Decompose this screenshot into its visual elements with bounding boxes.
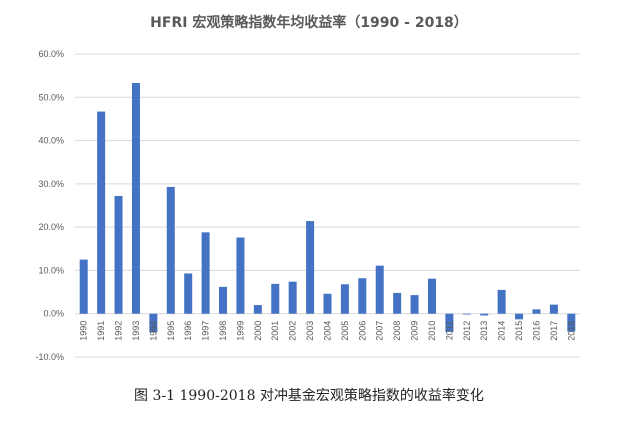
bar-1996 xyxy=(184,273,193,314)
bar-2001 xyxy=(271,283,280,314)
bar-2013 xyxy=(480,313,489,316)
x-tick-label: 2016 xyxy=(531,321,541,341)
bar-1990 xyxy=(79,259,88,314)
y-tick-label: 30.0% xyxy=(38,179,64,189)
bar-2011 xyxy=(445,313,454,332)
bar-1994 xyxy=(149,313,158,333)
x-tick-label: 2007 xyxy=(375,321,385,341)
bar-1997 xyxy=(201,232,210,314)
x-tick-label: 2009 xyxy=(410,321,420,341)
y-tick-label: 60.0% xyxy=(38,49,64,59)
bar-1992 xyxy=(114,195,123,314)
x-tick-label: 2008 xyxy=(392,321,402,341)
x-tick-label: 2006 xyxy=(357,321,367,341)
bar-1995 xyxy=(166,186,175,314)
x-tick-label: 1999 xyxy=(235,321,245,341)
bar-1998 xyxy=(219,286,228,314)
bar-2012 xyxy=(462,313,471,315)
x-tick-label: 2004 xyxy=(323,321,333,341)
bar-2016 xyxy=(532,309,541,314)
bar-2018 xyxy=(567,313,576,332)
bar-2007 xyxy=(375,265,384,314)
x-tick-label: 1990 xyxy=(79,321,89,341)
x-tick-label: 2012 xyxy=(462,321,472,341)
bars xyxy=(79,83,576,333)
x-tick-label: 2011 xyxy=(444,321,454,340)
x-tick-label: 2015 xyxy=(514,321,524,341)
x-tick-label: 2001 xyxy=(270,321,280,341)
bar-2015 xyxy=(515,313,524,320)
bar-2017 xyxy=(549,304,558,314)
bar-2004 xyxy=(323,293,332,314)
y-tick-label: -10.0% xyxy=(35,352,64,362)
bar-2005 xyxy=(340,284,349,314)
y-tick-label: 10.0% xyxy=(38,265,64,275)
x-tick-label: 2003 xyxy=(305,321,315,341)
bar-2003 xyxy=(306,221,315,314)
x-tick-label: 2000 xyxy=(253,321,263,341)
bar-1993 xyxy=(131,83,140,314)
x-tick-label: 2005 xyxy=(340,321,350,341)
x-tick-label: 1993 xyxy=(131,321,141,341)
x-tick-label: 1991 xyxy=(96,321,106,341)
bar-2006 xyxy=(358,278,367,314)
x-tick-label: 2002 xyxy=(288,321,298,341)
y-axis-ticks: -10.0% 0.0% 10.0% 20.0% 30.0% 40.0% 50.0% 60.0% xyxy=(35,49,64,362)
x-tick-label: 1995 xyxy=(166,321,176,341)
bar-1999 xyxy=(236,237,245,314)
y-tick-label: 0.0% xyxy=(43,309,64,319)
bar-2002 xyxy=(288,281,297,314)
y-tick-label: 40.0% xyxy=(38,136,64,146)
bar-2010 xyxy=(427,278,436,314)
x-axis-labels: 1990 1991 1992 1993 1994 1995 1996 1997 1998 1999… xyxy=(79,321,577,341)
x-tick-label: 1996 xyxy=(183,321,193,341)
x-tick-label: 1992 xyxy=(114,321,124,341)
bar-2008 xyxy=(393,292,402,314)
y-tick-label: 20.0% xyxy=(38,222,64,232)
bar-1991 xyxy=(97,111,106,314)
bar-2014 xyxy=(497,289,506,314)
x-tick-label: 2017 xyxy=(549,321,559,341)
x-tick-label: 2014 xyxy=(497,321,507,341)
chart-title: HFRI 宏观策略指数年均收益率（1990 - 2018） xyxy=(150,15,468,31)
x-tick-label: 2013 xyxy=(479,321,489,341)
x-tick-label: 2010 xyxy=(427,321,437,341)
y-tick-label: 50.0% xyxy=(38,92,64,102)
x-tick-label: 1997 xyxy=(201,321,211,341)
x-tick-label: 2018 xyxy=(566,321,576,341)
figure-caption: 图 3-1 1990-2018 对冲基金宏观策略指数的收益率变化 xyxy=(134,388,484,404)
x-tick-label: 1994 xyxy=(148,321,158,341)
x-tick-label: 1998 xyxy=(218,321,228,341)
bar-2000 xyxy=(253,305,262,314)
bar-2009 xyxy=(410,295,419,314)
